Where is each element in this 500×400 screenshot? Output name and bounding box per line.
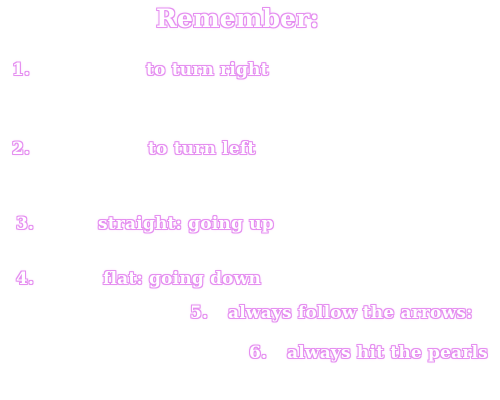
item-2-text: to turn left bbox=[148, 139, 256, 159]
item-3-number: 3. bbox=[16, 214, 35, 234]
item-1-number: 1. bbox=[12, 60, 31, 80]
item-5-text: always follow the arrows: bbox=[228, 303, 473, 323]
item-4-number: 4. bbox=[16, 269, 35, 289]
item-2-number: 2. bbox=[12, 139, 31, 159]
item-6-number: 6. bbox=[249, 343, 268, 363]
item-6-text: always hit the pearls bbox=[287, 343, 488, 363]
item-1-text: to turn right bbox=[146, 60, 269, 80]
item-3-text: straight: going up bbox=[98, 214, 274, 234]
item-4-text: flat: going down bbox=[103, 269, 262, 289]
item-5-number: 5. bbox=[190, 303, 209, 323]
page-title: Remember: bbox=[156, 4, 320, 33]
